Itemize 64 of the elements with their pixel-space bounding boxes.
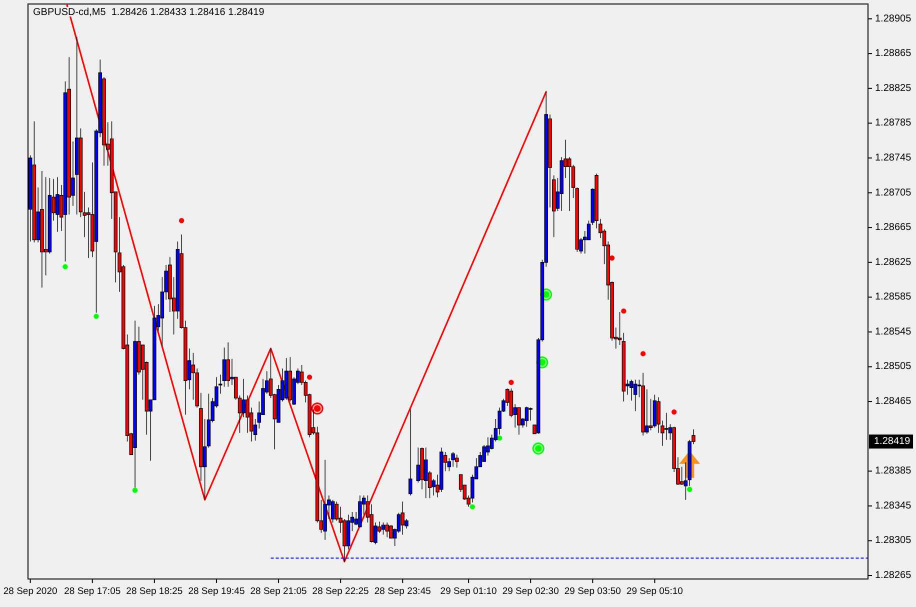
annotation: 1.28419 (874, 436, 911, 448)
y-tick-label: 1.28505 (875, 361, 912, 372)
candlestick (455, 454, 459, 468)
x-tick-label: 29 Sep 02:30 (502, 586, 559, 597)
candlestick (206, 393, 211, 448)
candlestick (517, 407, 521, 435)
candlestick (400, 501, 404, 535)
point (132, 488, 138, 493)
x-tick-label: 29 Sep 03:50 (564, 586, 621, 597)
y-tick-label: 1.28705 (875, 187, 912, 198)
y-tick-label: 1.28385 (875, 466, 912, 477)
candlestick (288, 356, 292, 402)
candlestick (618, 312, 622, 346)
y-tick-label: 1.28745 (875, 152, 912, 164)
x-tick-label: 28 Sep 22:25 (312, 586, 369, 597)
y-tick-label: 1.28865 (875, 48, 912, 60)
point (621, 308, 626, 314)
y-tick-label: 1.28825 (875, 82, 912, 94)
y-tick-label: 1.28265 (875, 570, 912, 582)
point (640, 351, 646, 356)
y-tick-label: 1.28465 (875, 396, 912, 408)
candlestick (424, 447, 428, 498)
candlestick (40, 170, 44, 288)
candlestick (358, 495, 362, 528)
point (62, 264, 68, 270)
candlestick (381, 522, 386, 535)
candlestick (622, 332, 626, 402)
point (178, 218, 184, 224)
x-tick-label: 28 Sep 19:45 (188, 586, 245, 597)
x-tick-label: 29 Sep 01:10 (440, 586, 497, 597)
candlestick (323, 459, 327, 540)
y-tick-label: 1.28585 (875, 292, 912, 303)
y-tick-label: 1.28665 (875, 222, 912, 234)
y-tick-label: 1.28305 (875, 535, 912, 546)
x-tick-label: 28 Sep 23:45 (374, 586, 431, 597)
y-tick-label: 1.28785 (875, 118, 912, 129)
candlestick (641, 372, 645, 436)
point (508, 380, 514, 386)
x-tick-label: 28 Sep 21:05 (250, 586, 307, 597)
point (687, 486, 692, 492)
y-tick-label: 1.28545 (875, 326, 912, 338)
candlestick (284, 358, 288, 400)
candlestick (75, 36, 79, 215)
point (470, 504, 476, 510)
candlestick (451, 452, 455, 468)
y-tick-label: 1.28625 (875, 256, 912, 268)
candlestick (633, 379, 638, 412)
y-tick-label: 1.28345 (875, 500, 912, 512)
candlestick (385, 522, 389, 538)
x-tick-label: 29 Sep 05:10 (626, 586, 683, 597)
candlestick (575, 187, 580, 252)
y-tick-label: 1.28905 (875, 13, 912, 24)
point (671, 409, 677, 415)
point (306, 374, 312, 380)
candlestick (226, 342, 230, 388)
x-tick-label: 28 Sep 18:25 (126, 586, 183, 597)
candlestick (330, 499, 335, 523)
candlestick (56, 176, 60, 232)
candlestick (524, 406, 529, 428)
point (94, 314, 99, 319)
x-tick-label: 28 Sep 17:05 (64, 586, 121, 597)
x-tick-label: 28 Sep 2020 (3, 586, 58, 597)
candlestick (32, 121, 36, 243)
candlestick (408, 409, 412, 496)
